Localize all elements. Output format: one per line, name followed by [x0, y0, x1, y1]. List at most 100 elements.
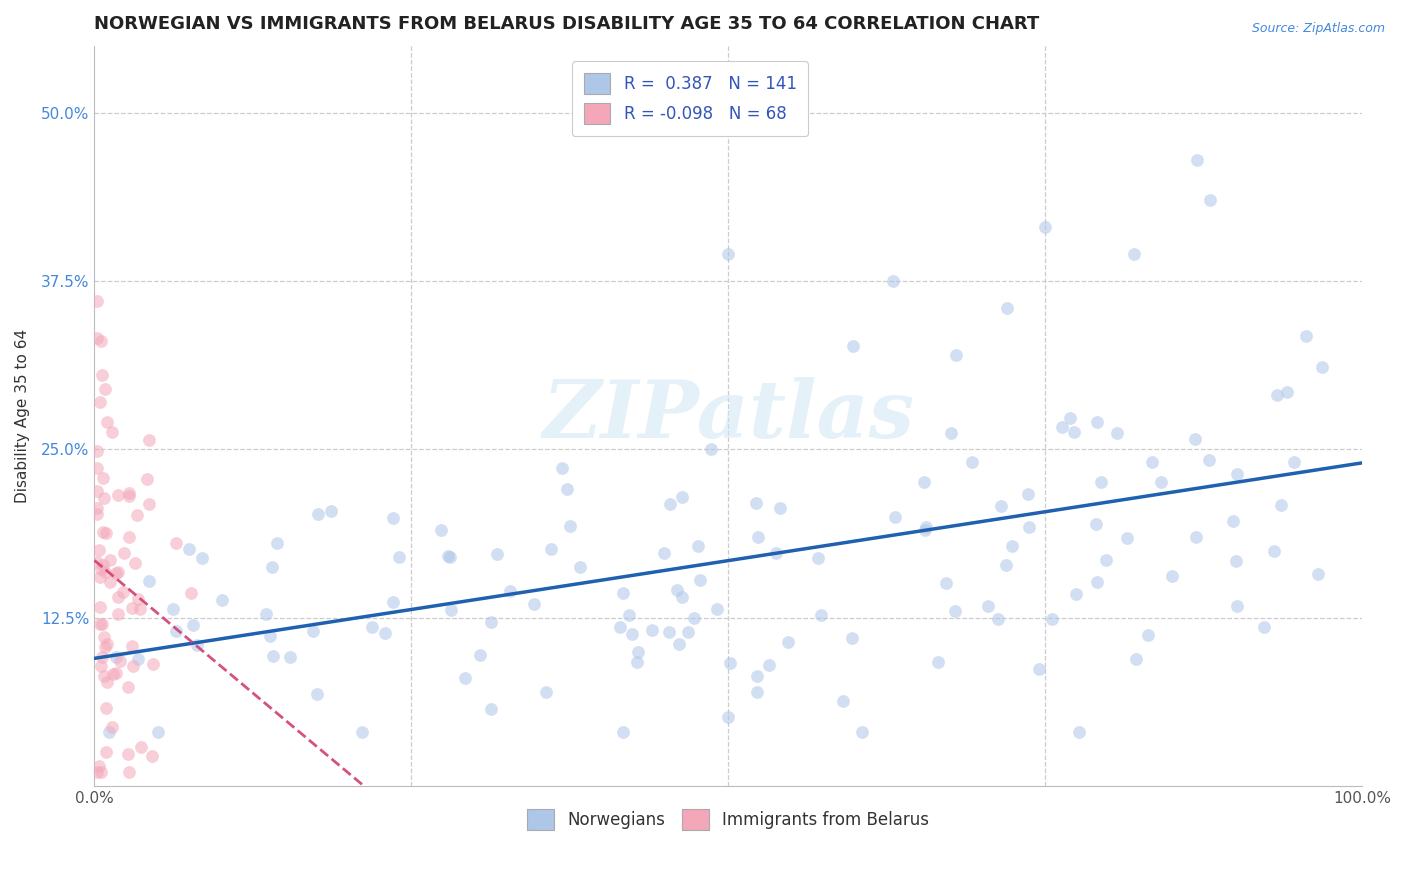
Point: [93, 470, 115, 484]
Point: [912, 475, 935, 489]
Point: [259, 629, 281, 643]
Point: [1185, 530, 1208, 544]
Point: [429, 523, 451, 537]
Point: [127, 592, 149, 607]
Point: [111, 585, 134, 599]
Point: [112, 546, 135, 560]
Point: [1122, 247, 1144, 261]
Point: [699, 442, 721, 457]
Point: [994, 558, 1017, 573]
Text: Source: ZipAtlas.com: Source: ZipAtlas.com: [1251, 22, 1385, 36]
Point: [361, 620, 384, 634]
Point: [107, 590, 129, 604]
Point: [138, 574, 160, 588]
Point: [100, 425, 122, 440]
Point: [374, 626, 396, 640]
Point: [1033, 220, 1056, 235]
Point: [89, 395, 111, 409]
Point: [105, 566, 128, 580]
Point: [260, 560, 283, 574]
Point: [138, 433, 160, 447]
Point: [1199, 194, 1222, 208]
Point: [1187, 153, 1209, 167]
Point: [676, 625, 699, 640]
Point: [1308, 567, 1330, 582]
Point: [747, 530, 769, 544]
Point: [89, 570, 111, 584]
Point: [658, 497, 681, 511]
Point: [97, 725, 120, 739]
Point: [350, 725, 373, 739]
Point: [191, 550, 214, 565]
Point: [278, 649, 301, 664]
Point: [842, 339, 865, 353]
Point: [1050, 419, 1073, 434]
Point: [165, 536, 187, 550]
Point: [987, 612, 1010, 626]
Point: [882, 274, 904, 288]
Point: [125, 508, 148, 523]
Point: [93, 631, 115, 645]
Point: [1094, 553, 1116, 567]
Point: [706, 601, 728, 615]
Point: [454, 671, 477, 685]
Point: [86, 444, 108, 458]
Point: [89, 600, 111, 615]
Point: [89, 543, 111, 558]
Point: [105, 649, 128, 664]
Point: [437, 549, 460, 563]
Point: [141, 749, 163, 764]
Point: [86, 507, 108, 521]
Point: [1028, 662, 1050, 676]
Point: [758, 658, 780, 673]
Point: [1067, 725, 1090, 739]
Point: [440, 603, 463, 617]
Point: [534, 685, 557, 699]
Point: [540, 542, 562, 557]
Point: [118, 765, 141, 780]
Point: [1059, 411, 1081, 425]
Point: [550, 461, 572, 475]
Point: [96, 637, 118, 651]
Point: [93, 491, 115, 505]
Point: [555, 482, 578, 496]
Point: [945, 348, 967, 362]
Point: [1226, 599, 1249, 613]
Y-axis label: Disability Age 35 to 64: Disability Age 35 to 64: [15, 328, 30, 503]
Point: [382, 595, 405, 609]
Point: [1017, 487, 1039, 501]
Point: [94, 525, 117, 540]
Point: [689, 573, 711, 587]
Point: [486, 547, 509, 561]
Text: ZIPatlas: ZIPatlas: [543, 377, 914, 455]
Point: [89, 616, 111, 631]
Point: [90, 659, 112, 673]
Point: [620, 626, 643, 640]
Point: [745, 685, 768, 699]
Point: [652, 545, 675, 559]
Point: [1253, 620, 1275, 634]
Point: [177, 541, 200, 556]
Point: [96, 675, 118, 690]
Point: [1136, 628, 1159, 642]
Point: [135, 472, 157, 486]
Point: [89, 758, 111, 772]
Point: [671, 490, 693, 504]
Point: [1277, 385, 1299, 400]
Point: [884, 509, 907, 524]
Point: [307, 508, 329, 522]
Point: [86, 555, 108, 569]
Point: [388, 550, 411, 565]
Point: [1090, 475, 1112, 490]
Point: [717, 709, 740, 723]
Point: [129, 739, 152, 754]
Point: [86, 294, 108, 309]
Point: [479, 702, 502, 716]
Point: [1040, 612, 1063, 626]
Point: [254, 607, 277, 621]
Point: [569, 560, 592, 574]
Point: [1198, 453, 1220, 467]
Point: [93, 382, 115, 396]
Point: [914, 523, 936, 537]
Point: [108, 654, 131, 668]
